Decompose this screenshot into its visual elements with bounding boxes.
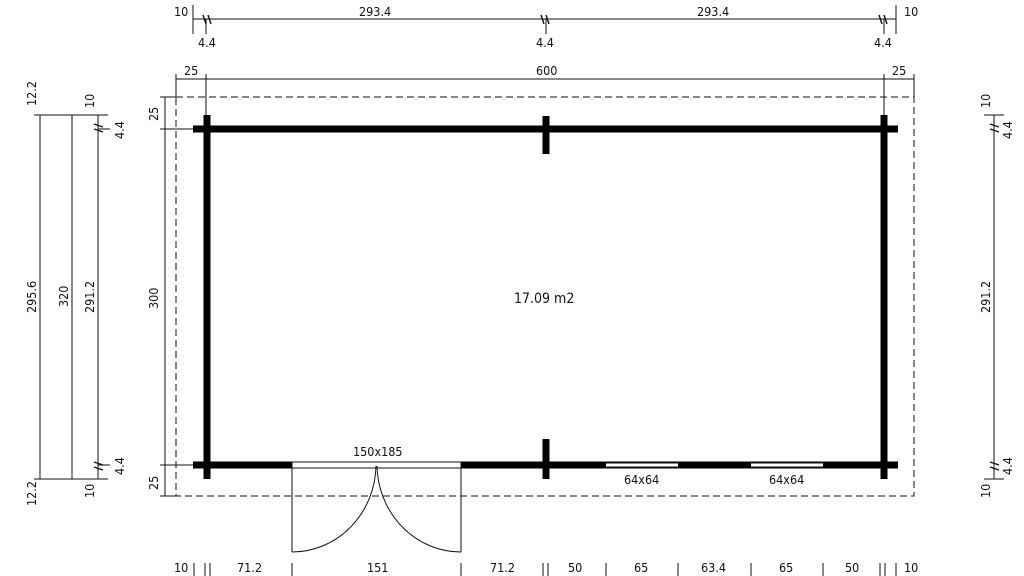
window-right <box>751 462 823 468</box>
top-dim-small-right: 4.4 <box>874 35 892 50</box>
right-dim-bottom-10: 10 <box>978 484 993 498</box>
left-dim-wall-inner: 291.2 <box>82 281 97 313</box>
bottom-dim-6: 65 <box>634 560 648 575</box>
roof-overhang-outline <box>175 96 915 497</box>
top-dim-right-10: 10 <box>904 4 918 19</box>
right-dim-bottom-44: 4.4 <box>1000 457 1015 475</box>
left-dim-bottom-10: 10 <box>82 484 97 498</box>
left-height-dimension <box>160 96 200 497</box>
top-dim-overhang-left: 25 <box>184 63 198 78</box>
right-dim-wall-inner: 291.2 <box>978 281 993 313</box>
left-dim-bottom-12: 12.2 <box>24 481 39 506</box>
bottom-dimension-chain <box>193 563 897 576</box>
left-dim-top-44: 4.4 <box>112 121 127 139</box>
bottom-dim-1: 10 <box>174 560 188 575</box>
left-dimension-chains <box>34 114 110 480</box>
left-dim-total-outer: 320 <box>56 286 71 307</box>
left-dim-height: 300 <box>146 288 161 309</box>
left-dim-top-12: 12.2 <box>24 81 39 106</box>
floor-area-label: 17.09 m2 <box>514 291 574 307</box>
top-dim-small-left: 4.4 <box>198 35 216 50</box>
bottom-dim-9: 50 <box>845 560 859 575</box>
window-left-size-label: 64x64 <box>624 472 659 487</box>
bottom-dim-4: 71.2 <box>490 560 515 575</box>
bottom-dim-10: 10 <box>904 560 918 575</box>
left-dim-total-inner: 295.6 <box>24 281 39 313</box>
right-dim-top-10: 10 <box>978 94 993 108</box>
bottom-dim-5: 50 <box>568 560 582 575</box>
top-dimension-chain <box>192 5 897 34</box>
top-dim-mid-right: 293.4 <box>697 4 729 19</box>
bottom-dim-3: 151 <box>367 560 388 575</box>
window-left <box>606 462 678 468</box>
top-dim-overhang-right: 25 <box>892 63 906 78</box>
top-dim-total: 600 <box>536 63 557 78</box>
door-size-label: 150x185 <box>353 444 403 459</box>
top-dim-left-10: 10 <box>174 4 188 19</box>
window-right-size-label: 64x64 <box>769 472 804 487</box>
left-dim-overhang-bottom: 25 <box>146 476 161 490</box>
right-dim-top-44: 4.4 <box>1000 121 1015 139</box>
left-dim-overhang-top: 25 <box>146 107 161 121</box>
bottom-dim-7: 63.4 <box>701 560 726 575</box>
door <box>291 461 462 553</box>
bottom-dim-2: 71.2 <box>237 560 262 575</box>
top-dim-small-mid: 4.4 <box>536 35 554 50</box>
right-dimension-chain <box>984 114 1004 480</box>
top-dim-mid-left: 293.4 <box>359 4 391 19</box>
left-dim-bottom-44: 4.4 <box>112 457 127 475</box>
bottom-dim-8: 65 <box>779 560 793 575</box>
left-dim-top-10: 10 <box>82 94 97 108</box>
